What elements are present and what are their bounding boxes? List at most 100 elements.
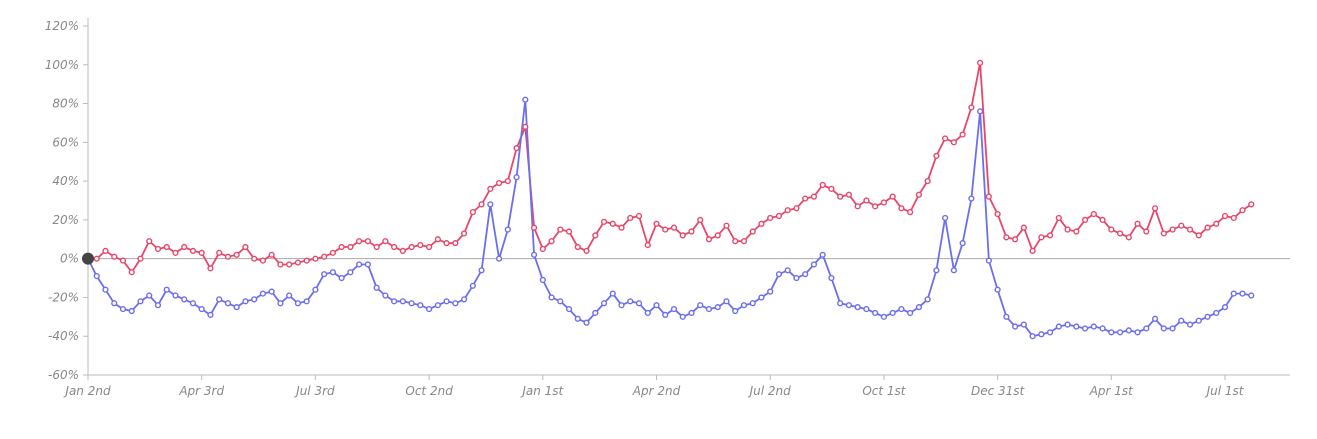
y-tick-label: 80% [52,97,79,111]
series-0-point [942,135,949,142]
series-1-point [93,273,100,280]
series-1-point [1073,323,1080,330]
series-0-point [513,145,520,152]
y-tick-label: 40% [52,174,79,188]
series-0-point [399,247,406,255]
series-0-point [705,236,713,243]
series-0-point [434,236,441,243]
series-1-point [224,300,232,307]
series-0-point [382,238,389,245]
x-tick-label: Oct 1st [862,384,906,398]
series-0-point [898,205,905,212]
series-1-point [539,276,546,284]
series-0-point [872,203,879,210]
series-0-point [662,226,669,233]
series-0-point [819,181,826,189]
series-0-point [1213,220,1220,227]
series-1-point [802,271,809,278]
series-1-point [1038,331,1045,338]
series-0-point [1160,230,1167,237]
series-1-point [198,305,205,313]
series-0-point [1178,222,1185,229]
series-0-point [924,178,931,185]
series-1-point [329,269,336,276]
series-1-point [356,261,363,268]
series-0-point [933,152,940,160]
series-1-point [154,302,162,309]
series-0-point [767,214,774,222]
series-0-point [880,199,888,206]
series-1-point [259,290,267,297]
series-1-point [740,302,748,309]
series-0-point [286,261,293,268]
series-0-point [889,193,896,200]
series-1-point [1248,292,1255,299]
series-0-point [968,104,975,111]
series-0-point [426,243,433,251]
x-tick-label: Dec 31st [971,384,1026,398]
series-0-point [154,245,162,253]
series-0-point [487,185,494,192]
series-0-point [548,238,555,245]
series-1-point [1213,309,1220,317]
series-0-point [452,240,459,247]
series-1-point [1143,325,1150,332]
series-0-point [460,230,468,237]
series-0-point [495,179,503,187]
series-1-point [347,269,354,276]
series-1-point [513,174,520,181]
series-0-point [688,228,695,235]
series-0-point [723,222,730,229]
series-0-point [810,193,818,200]
x-tick-label: Jul 1st [1205,384,1245,398]
series-0-point [1204,224,1211,231]
series-1-point [942,214,949,222]
series-1-point [111,300,118,307]
series-1-point [662,311,669,318]
series-0-point [732,238,739,245]
series-1-point [163,286,170,293]
series-0-point [749,228,756,235]
series-0-point [93,255,100,262]
series-0-point [854,203,861,210]
series-1-point [565,305,573,313]
series-1-point [898,305,905,313]
y-tick-label: 60% [52,135,79,149]
series-0-point [837,193,844,200]
x-tick-label: Jan 2nd [63,384,111,398]
series-1-point [574,315,581,322]
series-1-point [443,298,450,305]
series-0-point [740,238,748,245]
series-0-point [338,243,345,251]
series-1-point [1003,313,1010,320]
series-1-point [1020,321,1027,328]
series-1-point [434,302,441,309]
series-1-point [242,298,249,305]
series-0-point [828,185,835,192]
series-0-point [356,238,363,245]
series-0-point [583,247,590,255]
series-0-point [312,255,319,262]
series-1-point [915,304,922,311]
series-1-point [618,302,625,309]
series-0-point [574,243,581,251]
series-0-point [111,253,118,260]
series-1-point [837,300,844,307]
series-1-point [119,305,127,313]
series-1-point [872,309,879,317]
series-0-point [635,212,643,220]
series-0-point [714,232,721,239]
series-0-point [1073,228,1080,235]
series-0-point [1239,207,1246,214]
series-1-point [487,201,494,208]
series-0-point [670,224,678,231]
series-0-point [793,205,800,212]
series-0-point [557,226,564,233]
series-0-point [758,220,765,227]
series-1-point [233,304,240,311]
series-0-point [994,210,1001,218]
series-1-point [732,307,739,315]
series-0-point [233,251,240,258]
series-0-point [1230,214,1237,222]
